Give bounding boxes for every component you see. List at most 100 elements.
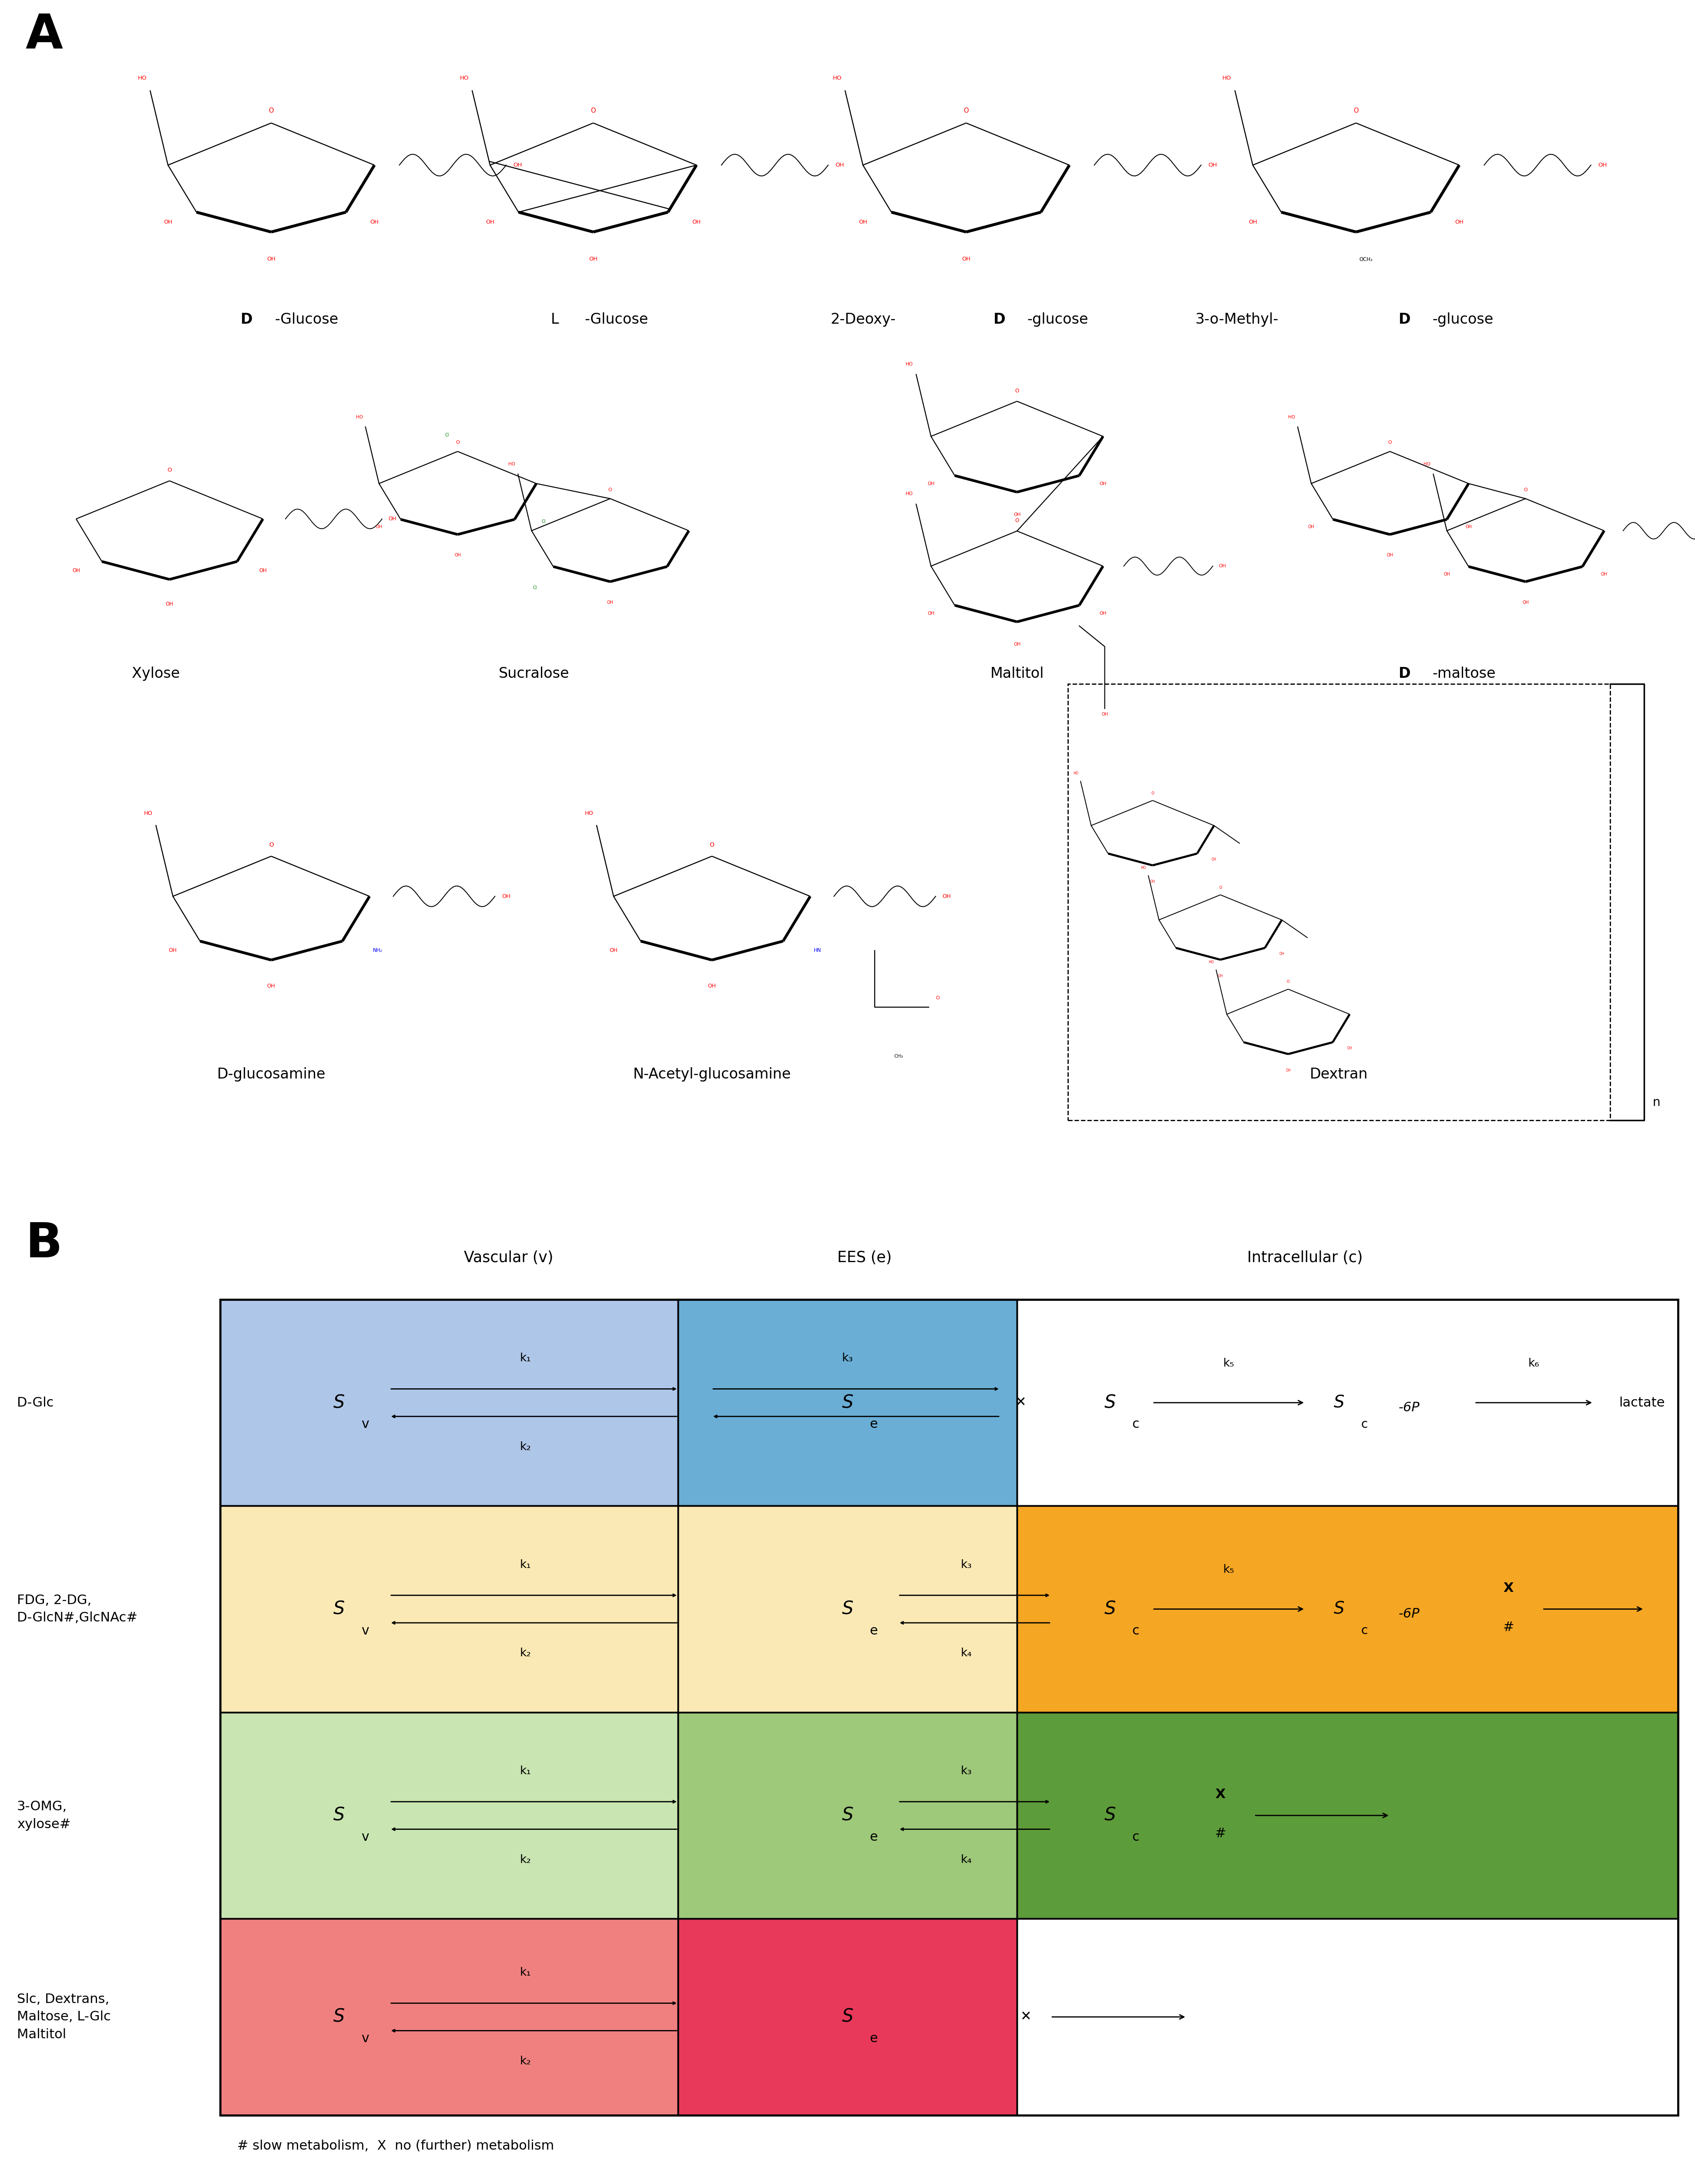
Text: HO: HO [585, 810, 593, 817]
Text: ✕: ✕ [1020, 2011, 1031, 2022]
Text: A: A [25, 11, 63, 59]
Text: HO: HO [1141, 865, 1146, 869]
Bar [220, 1299, 1678, 2114]
Text: D-glucosamine: D-glucosamine [217, 1068, 325, 1081]
Bar [220, 1299, 678, 1507]
Text: 3-OMG,
xylose#: 3-OMG, xylose# [17, 1800, 71, 1830]
Text: k₃: k₃ [842, 1352, 853, 1365]
Text: O: O [1015, 389, 1019, 393]
Text: k₄: k₄ [961, 1647, 971, 1660]
Text: OH: OH [1212, 858, 1217, 860]
Text: EES (e): EES (e) [837, 1249, 892, 1265]
Text: HO: HO [905, 363, 914, 367]
Text: O: O [1388, 441, 1392, 446]
Text: Cl: Cl [446, 432, 449, 437]
Text: HO: HO [356, 415, 363, 419]
Bar [220, 1918, 678, 2114]
Text: S: S [334, 1393, 344, 1411]
Text: OH: OH [692, 218, 700, 225]
Text: OH: OH [836, 162, 844, 168]
Text: -Glucose: -Glucose [275, 312, 339, 328]
Text: HO: HO [459, 74, 468, 81]
Text: -Glucose: -Glucose [585, 312, 649, 328]
Text: e: e [870, 1625, 878, 1638]
Text: OH: OH [1219, 563, 1225, 568]
Text: 3-o-Methyl-: 3-o-Methyl- [1195, 312, 1278, 328]
Text: OH: OH [927, 612, 934, 616]
Text: OH: OH [1100, 612, 1107, 616]
Text: S: S [842, 1393, 853, 1411]
Text: OH: OH [1287, 1068, 1290, 1072]
Text: OH: OH [610, 948, 617, 954]
Text: Sucralose: Sucralose [498, 666, 570, 681]
Text: OH: OH [942, 893, 951, 900]
Text: -glucose: -glucose [1027, 312, 1088, 328]
Text: k₅: k₅ [1224, 1564, 1234, 1575]
Text: ✕: ✕ [1015, 1396, 1025, 1409]
Bar [220, 1712, 678, 1920]
Text: O: O [270, 841, 273, 847]
Text: OH: OH [1219, 974, 1222, 978]
Text: S: S [334, 1806, 344, 1824]
Text: NH₂: NH₂ [373, 948, 383, 954]
Bar [1017, 1299, 1678, 1507]
Text: c: c [1361, 1625, 1368, 1636]
Text: -maltose: -maltose [1432, 666, 1495, 681]
Bar [678, 1712, 1017, 1920]
Text: S: S [334, 1601, 344, 1618]
Bar [1017, 1712, 1678, 1920]
Text: HO: HO [1209, 961, 1214, 963]
Text: O: O [1524, 487, 1527, 491]
Text: Slc, Dextrans,
Maltose, L-Glc
Maltitol: Slc, Dextrans, Maltose, L-Glc Maltitol [17, 1994, 110, 2040]
Text: L: L [551, 312, 559, 328]
Text: OH: OH [170, 948, 176, 954]
Bar [1068, 684, 1610, 1120]
Text: k₃: k₃ [961, 1765, 971, 1778]
Text: CH₃: CH₃ [893, 1055, 903, 1059]
Text: D-Glc: D-Glc [17, 1396, 54, 1409]
Text: OH: OH [388, 515, 397, 522]
Text: S: S [1105, 1601, 1115, 1618]
Text: O: O [592, 107, 595, 114]
Text: v: v [361, 1830, 370, 1843]
Text: OH: OH [1348, 1046, 1353, 1051]
Text: OH: OH [1444, 572, 1451, 577]
Text: OH: OH [164, 218, 173, 225]
Text: n: n [1653, 1096, 1661, 1109]
Text: -6P: -6P [1398, 1402, 1420, 1413]
Text: O: O [609, 487, 612, 491]
Text: k₁: k₁ [520, 1559, 531, 1570]
Text: OH: OH [1387, 553, 1393, 557]
Text: -6P: -6P [1398, 1607, 1420, 1621]
Text: k₂: k₂ [520, 1854, 531, 1865]
Text: S: S [334, 2007, 344, 2027]
Text: OH: OH [1151, 880, 1154, 885]
Text: HO: HO [144, 810, 153, 817]
Text: OH: OH [166, 601, 173, 607]
Text: e: e [870, 2033, 878, 2044]
Text: S: S [842, 2007, 853, 2027]
Bar [678, 1507, 1017, 1712]
Text: OH: OH [259, 568, 266, 572]
Text: c: c [1361, 1417, 1368, 1431]
Text: OH: OH [1309, 524, 1315, 529]
Text: k₁: k₁ [520, 1352, 531, 1365]
Text: S: S [1334, 1393, 1344, 1411]
Text: #: # [1503, 1621, 1514, 1634]
Text: k₂: k₂ [520, 1647, 531, 1660]
Text: Intracellular (c): Intracellular (c) [1248, 1249, 1363, 1265]
Text: S: S [1105, 1806, 1115, 1824]
Text: # slow metabolism,  X  no (further) metabolism: # slow metabolism, X no (further) metabo… [237, 2140, 554, 2153]
Text: OH: OH [709, 983, 715, 989]
Text: OH: OH [1100, 483, 1107, 487]
Text: O: O [1151, 791, 1154, 795]
Text: HO: HO [1424, 463, 1431, 467]
Text: 2-Deoxy-: 2-Deoxy- [831, 312, 897, 328]
Bar [1017, 1507, 1678, 1712]
Text: Vascular (v): Vascular (v) [464, 1249, 553, 1265]
Text: HO: HO [905, 491, 914, 496]
Text: Cl: Cl [542, 520, 546, 524]
Text: OH: OH [927, 483, 934, 487]
Bar [1017, 1918, 1678, 2114]
Text: OH: OH [1598, 162, 1607, 168]
